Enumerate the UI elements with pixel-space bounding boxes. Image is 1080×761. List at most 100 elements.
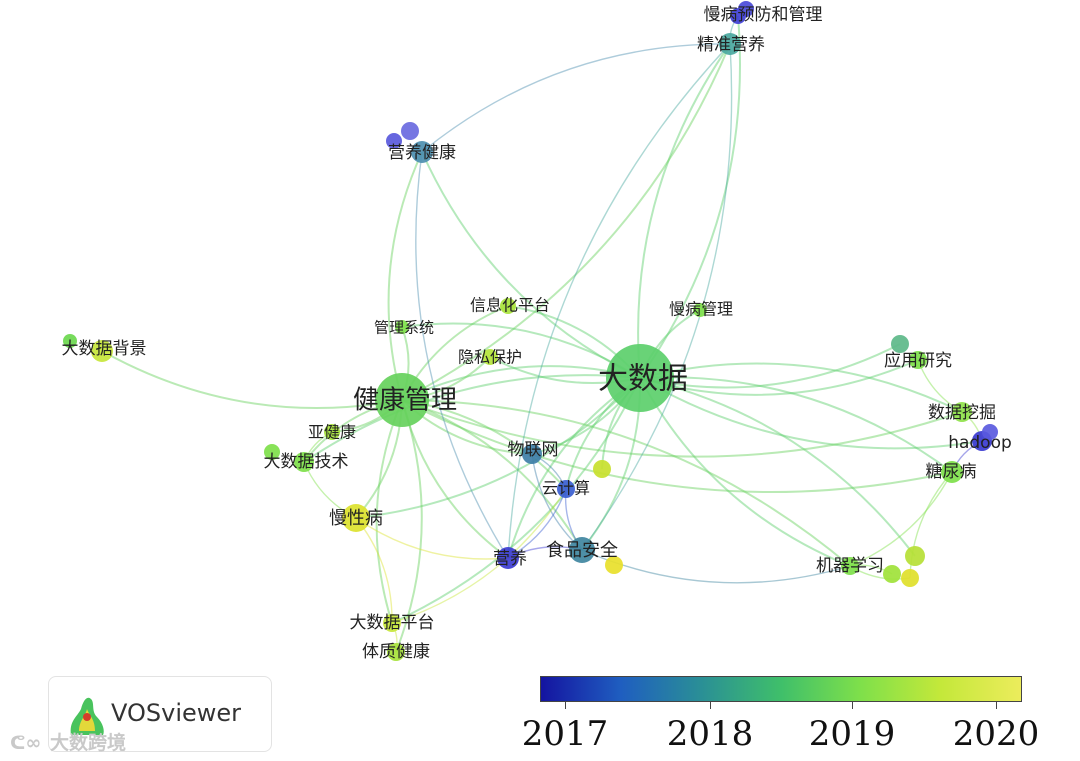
nodes-layer [63,1,998,661]
node-label-privacy: 隐私保护 [458,348,522,367]
edge-health-mgmt-nutrition-health [387,151,423,401]
node-bigdata-tech[interactable] [294,452,314,472]
vosviewer-logo: VOSviewer [48,676,272,752]
node-data-mining[interactable] [952,402,972,422]
colorbar-tick-2019 [852,701,853,709]
edge-health-mgmt-constitution [395,399,423,653]
colorbar-tick-label-2018: 2018 [666,714,754,754]
node-mgmt-system[interactable] [395,320,409,334]
node-label-mgmt-system: 管理系统 [374,319,434,337]
node-label-nutrition: 营养 [493,549,527,569]
node-extra-9[interactable] [901,569,919,587]
node-label-cloud: 云计算 [542,479,590,498]
node-label-constitution: 体质健康 [362,642,430,662]
node-nutrition-health[interactable] [411,141,433,163]
edge-big-data-chronic-disease [355,377,641,519]
node-extra-11[interactable] [63,334,77,348]
node-label-info-platform: 信息化平台 [470,296,550,315]
node-health-mgmt[interactable] [375,373,429,427]
edge-nutrition-health-precision-nutrition [421,43,731,153]
node-extra-3[interactable] [891,335,909,353]
node-label-bigdata-platform: 大数据平台 [350,613,435,633]
node-machine-learning[interactable] [841,557,859,575]
watermark-icon: ᕦ∞ [10,732,42,754]
edge-nutrition-health-nutrition [415,151,509,559]
node-precision-nutrition[interactable] [719,33,741,55]
node-cloud[interactable] [557,480,575,498]
edge-bigdata-platform-cloud [391,488,567,624]
node-label-data-mining: 数据挖掘 [928,403,996,423]
watermark: ᕦ∞ 大数跨境 [10,728,126,755]
edge-health-mgmt-precision-nutrition [401,43,731,401]
node-label-hadoop: hadoop [948,433,1012,453]
node-big-data[interactable] [606,344,674,412]
node-diabetes[interactable] [941,461,963,483]
edge-big-data-hadoop [639,377,983,450]
node-extra-8[interactable] [883,565,901,583]
node-label-bigdata-background: 大数据背景 [62,339,147,359]
node-label-nutrition-health: 营养健康 [388,143,456,163]
node-label-big-data: 大数据 [598,362,688,397]
node-extra-1[interactable] [738,1,754,17]
node-bigdata-background[interactable] [91,340,113,362]
edge-big-data-data-mining [639,362,963,413]
colorbar-tick-label-2020: 2020 [952,714,1040,754]
edge-diabetes-extra-9 [909,471,953,579]
edge-health-mgmt-food-safety [401,399,583,551]
node-label-chronic-mgmt: 慢病管理 [669,300,733,319]
edge-big-data-app-research [639,359,919,396]
node-label-chronic-disease: 慢性病 [329,508,383,529]
edge-big-data-nutrition-health [421,151,641,379]
node-chronic-mgmt[interactable] [693,303,707,317]
node-info-platform[interactable] [500,298,516,314]
node-extra-6[interactable] [605,556,623,574]
node-extra-2[interactable] [401,122,419,140]
colorbar-tick-label-2017: 2017 [521,714,609,754]
node-label-iot: 物联网 [508,440,559,460]
node-extra-10[interactable] [264,444,280,460]
node-nutrition[interactable] [497,547,519,569]
colorbar-tick-label-2019: 2019 [808,714,896,754]
edge-health-mgmt-bigdata-background [101,350,403,410]
year-colorbar [540,676,1022,702]
node-extra-7[interactable] [905,546,925,566]
edge-health-mgmt-diabetes [401,399,953,494]
colorbar-tick-2017 [565,701,566,709]
node-label-food-safety: 食品安全 [546,540,618,561]
node-extra-4[interactable] [386,133,402,149]
vosviewer-logo-icon [70,697,104,735]
edge-diabetes-machine-learning [849,471,953,567]
watermark-text: 大数跨境 [50,732,127,754]
node-subhealth[interactable] [324,424,340,440]
edge-big-data-extra-7 [639,377,916,557]
edge-health-mgmt-machine-learning [401,399,851,567]
edge-big-data-diabetes [639,376,953,473]
node-label-machine-learning: 机器学习 [816,556,884,576]
node-bigdata-platform[interactable] [383,614,401,632]
edge-big-data-extra-3 [639,343,901,389]
edge-big-data-machine-learning [639,377,851,567]
edge-big-data-bigdata-platform [391,377,641,624]
node-iot[interactable] [522,444,542,464]
node-constitution[interactable] [387,643,405,661]
colorbar-tick-2018 [710,701,711,709]
node-extra-5[interactable] [593,460,611,478]
logo-text: VOSviewer [111,699,242,727]
node-label-diabetes: 糖尿病 [926,462,977,482]
edge-big-data-chronic-mgmt-prev [639,15,741,379]
node-app-research[interactable] [909,351,927,369]
node-label-precision-nutrition: 精准营养 [697,35,765,55]
node-extra-12[interactable] [982,424,998,440]
node-label-app-research: 应用研究 [884,351,952,371]
edge-health-mgmt-bigdata-platform [375,399,403,624]
node-label-bigdata-tech: 大数据技术 [264,452,349,472]
edge-chronic-disease-nutrition [355,517,509,560]
node-chronic-disease[interactable] [342,504,370,532]
edge-big-data-precision-nutrition [637,43,731,379]
node-food-safety[interactable] [569,537,595,563]
edge-health-mgmt-data-mining [401,399,963,458]
node-privacy[interactable] [482,349,498,365]
